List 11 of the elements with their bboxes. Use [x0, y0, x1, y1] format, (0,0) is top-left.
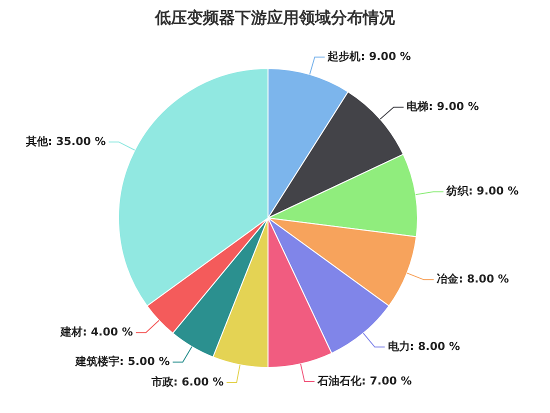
slice-label: 市政: 6.00 %: [150, 375, 224, 388]
slice-label: 电梯: 9.00 %: [406, 100, 479, 114]
slice-label: 建筑楼宇: 5.00 %: [74, 355, 170, 368]
slice-label: 起步机: 9.00 %: [326, 50, 411, 64]
slice-label: 纺织: 9.00 %: [445, 184, 519, 198]
chart-title: 低压变频器下游应用领域分布情况: [154, 8, 396, 29]
slice-label: 建材: 4.00 %: [60, 326, 133, 339]
slice-label: 电力: 8.00 %: [388, 340, 460, 353]
slice-label: 其他: 35.00 %: [24, 134, 106, 148]
slice-label: 石油石化: 7.00 %: [316, 374, 412, 388]
slice-label: 冶金: 8.00 %: [436, 272, 509, 286]
